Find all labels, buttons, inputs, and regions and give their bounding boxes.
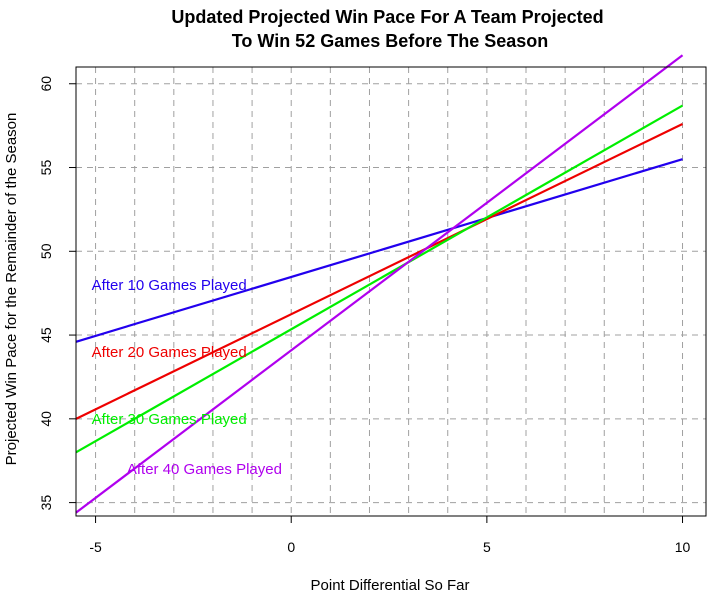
grid — [76, 67, 706, 516]
x-tick-label: -5 — [89, 539, 102, 555]
y-tick-label: 60 — [38, 76, 54, 92]
series-annotation-1: After 10 Games Played — [92, 277, 247, 294]
series-line-2 — [75, 122, 684, 420]
plot-frame — [75, 66, 707, 517]
series-line-4 — [75, 54, 684, 514]
y-tick-label: 55 — [38, 160, 54, 176]
x-axis-title: Point Differential So Far — [311, 577, 470, 594]
x-tick-label: 5 — [483, 539, 491, 555]
x-tick-label: 0 — [287, 539, 295, 555]
y-tick-label: 45 — [38, 327, 54, 343]
y-axis-ticks: 35 40 45 50 55 60 — [38, 76, 76, 511]
x-axis-ticks: -5 0 5 10 — [89, 516, 691, 555]
series-line-3 — [75, 104, 684, 454]
chart-title-line-2: To Win 52 Games Before The Season — [232, 31, 549, 51]
y-tick-label: 40 — [38, 411, 54, 427]
x-tick-label: 10 — [675, 539, 691, 555]
series-annotation-4: After 40 Games Played — [127, 461, 282, 478]
chart-title: Updated Projected Win Pace For A Team Pr… — [171, 7, 608, 51]
series-annotation-3: After 30 Games Played — [92, 411, 247, 428]
y-tick-label: 50 — [38, 243, 54, 259]
series-annotation-2: After 20 Games Played — [92, 344, 247, 361]
series-line-1 — [75, 158, 683, 343]
y-axis-title: Projected Win Pace for the Remainder of … — [3, 113, 20, 466]
series-annotations: After 10 Games Played After 20 Games Play… — [92, 277, 282, 478]
y-tick-label: 35 — [38, 495, 54, 511]
series-lines — [75, 54, 684, 514]
chart-title-line-1: Updated Projected Win Pace For A Team Pr… — [171, 7, 603, 27]
